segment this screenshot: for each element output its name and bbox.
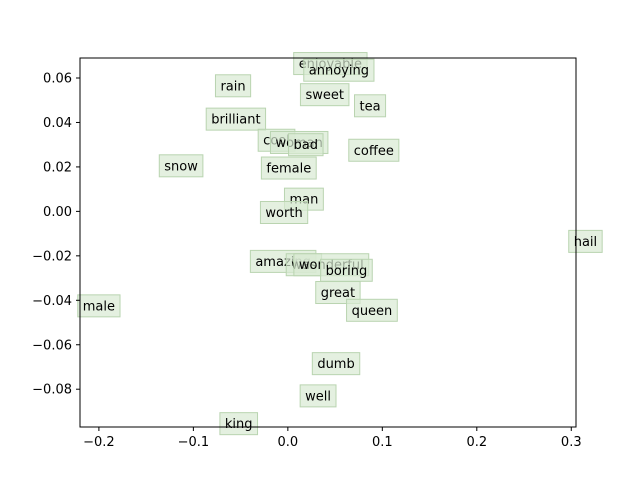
word-label-box <box>260 156 317 180</box>
word-label-box <box>299 384 337 408</box>
word-label: snow <box>164 159 198 174</box>
word-label-box <box>348 138 400 162</box>
word-label: female <box>266 162 311 177</box>
word-point-queen: queen <box>346 298 398 322</box>
word-point-bad: bad <box>288 133 324 157</box>
word-label-box <box>346 298 398 322</box>
word-point-sweet: sweet <box>299 83 350 107</box>
x-tick-label: −0.1 <box>178 435 210 450</box>
word-label-box <box>77 294 121 318</box>
word-label: king <box>225 417 253 432</box>
word-point-rain: rain <box>214 74 252 98</box>
word-label: sweet <box>305 88 344 103</box>
word-point-dumb: dumb <box>311 352 361 376</box>
word-label-box <box>354 94 387 118</box>
y-tick-label: 0.04 <box>43 116 72 131</box>
word-label: dumb <box>317 357 354 372</box>
word-label: male <box>83 299 115 314</box>
y-tick-label: −0.08 <box>32 383 72 398</box>
word-point-worth: worth <box>259 200 309 224</box>
word-label-box <box>315 281 361 305</box>
word-label-box <box>303 58 375 82</box>
word-label-box <box>299 83 350 107</box>
word-label: rain <box>220 79 245 94</box>
word-point-well: well <box>299 384 337 408</box>
word-point-boring: boring <box>320 258 373 282</box>
x-axis-ticks: −0.2 −0.1 0.0 0.1 0.2 0.3 <box>83 427 582 450</box>
word-point-king: king <box>219 412 259 436</box>
word-point-male: male <box>77 294 121 318</box>
word-label-box <box>214 74 252 98</box>
word-label: queen <box>352 304 393 319</box>
word-label: bad <box>294 138 318 153</box>
x-tick-label: 0.0 <box>278 435 299 450</box>
word-label-box <box>288 133 324 157</box>
x-tick-label: 0.3 <box>561 435 582 450</box>
y-tick-label: −0.04 <box>32 294 72 309</box>
word-label: great <box>321 286 355 301</box>
word-label: brilliant <box>211 113 260 128</box>
word-point-tea: tea <box>354 94 387 118</box>
word-label-box <box>205 107 267 131</box>
y-tick-label: −0.02 <box>32 249 72 264</box>
word-label: worth <box>265 206 302 221</box>
axes-frame <box>79 57 577 428</box>
word-point-great: great <box>315 281 361 305</box>
y-tick-label: −0.06 <box>32 338 72 353</box>
x-tick-label: 0.1 <box>372 435 393 450</box>
word-label: tea <box>360 99 381 114</box>
word-label: well <box>305 389 331 404</box>
y-tick-label: 0.00 <box>43 205 72 220</box>
word-label: annoying <box>309 64 369 79</box>
word-label-box <box>259 200 309 224</box>
y-axis-ticks: −0.08 −0.06 −0.04 −0.02 0.00 0.02 0.04 0.06 <box>32 72 80 398</box>
y-tick-label: 0.06 <box>43 72 72 87</box>
word-label-box <box>568 229 603 253</box>
word-label-box <box>158 154 204 178</box>
word-point-coffee: coffee <box>348 138 400 162</box>
x-tick-label: 0.2 <box>466 435 487 450</box>
word-label: hail <box>574 235 597 250</box>
word-label-box <box>219 412 259 436</box>
word-point-brilliant: brilliant <box>205 107 267 131</box>
y-tick-label: 0.02 <box>43 160 72 175</box>
word-point-annoying: annoying <box>303 58 375 82</box>
word-label: boring <box>326 264 368 279</box>
word-point-hail: hail <box>568 229 603 253</box>
x-tick-label: −0.2 <box>83 435 115 450</box>
word-label-box <box>311 352 361 376</box>
word-label: coffee <box>354 144 394 159</box>
word-labels-layer: enjoyableannoyingrainsweetteabrilliantco… <box>77 52 603 436</box>
word-point-female: female <box>260 156 317 180</box>
word-point-snow: snow <box>158 154 204 178</box>
